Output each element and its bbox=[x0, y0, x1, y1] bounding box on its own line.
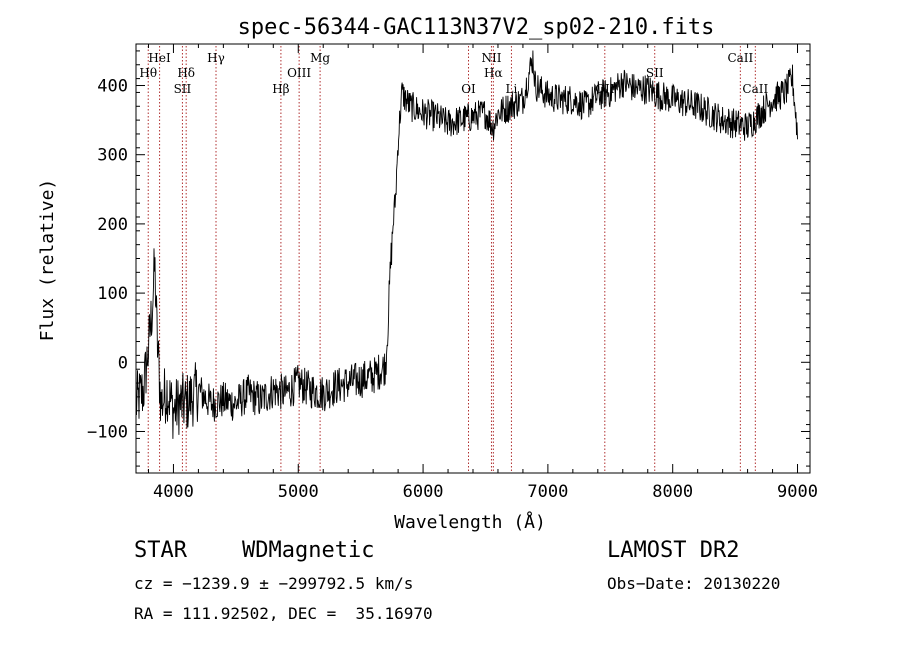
x-tick-label: 7000 bbox=[527, 482, 568, 502]
line-marker-label: CaII bbox=[742, 82, 768, 96]
x-tick-label: 9000 bbox=[777, 482, 818, 502]
line-marker-label: Hθ bbox=[139, 66, 157, 80]
spectrum-chart: spec-56344-GAC113N37V2_sp02-210.fits HθH… bbox=[37, 15, 818, 533]
object-subclass: WDMagnetic bbox=[242, 538, 375, 563]
line-marker-label: CaII bbox=[727, 51, 753, 65]
x-tick-label: 6000 bbox=[403, 482, 444, 502]
line-marker-label: Li bbox=[506, 82, 518, 96]
line-marker-label: SII bbox=[174, 82, 192, 96]
spectrum-line bbox=[135, 50, 798, 439]
line-marker-label: SII bbox=[646, 66, 664, 80]
y-tick-label: 100 bbox=[97, 284, 128, 304]
y-tick-label: 400 bbox=[97, 77, 128, 97]
x-tick-label: 5000 bbox=[278, 482, 319, 502]
y-tick-label: 200 bbox=[97, 215, 128, 235]
line-marker-label: OIII bbox=[287, 66, 311, 80]
line-marker-label: Hγ bbox=[207, 51, 225, 65]
y-tick-label: 300 bbox=[97, 146, 128, 166]
observation-date: Obs−Date: 20130220 bbox=[607, 574, 781, 593]
survey-name: LAMOST DR2 bbox=[607, 538, 740, 563]
y-axis-label: Flux (relative) bbox=[37, 179, 58, 342]
line-marker-label: OI bbox=[461, 82, 476, 96]
line-marker-label: Hα bbox=[484, 66, 503, 80]
x-tick-label: 8000 bbox=[652, 482, 693, 502]
line-marker-label: Hβ bbox=[272, 82, 289, 96]
chart-title: spec-56344-GAC113N37V2_sp02-210.fits bbox=[238, 15, 715, 40]
line-marker-label: Mg bbox=[310, 51, 330, 65]
y-tick-label: 0 bbox=[118, 353, 128, 373]
line-marker-label: NII bbox=[481, 51, 501, 65]
object-class: STAR bbox=[134, 538, 187, 563]
line-marker-label: HeI bbox=[148, 51, 171, 65]
x-tick-label: 4000 bbox=[153, 482, 194, 502]
x-axis-label: Wavelength (Å) bbox=[394, 511, 546, 533]
coordinates-readout: RA = 111.92502, DEC = 35.16970 bbox=[134, 604, 433, 623]
y-tick-label: −100 bbox=[87, 422, 128, 442]
line-marker-label: Hδ bbox=[177, 66, 195, 80]
redshift-readout: cz = −1239.9 ± −299792.5 km/s bbox=[134, 574, 414, 593]
